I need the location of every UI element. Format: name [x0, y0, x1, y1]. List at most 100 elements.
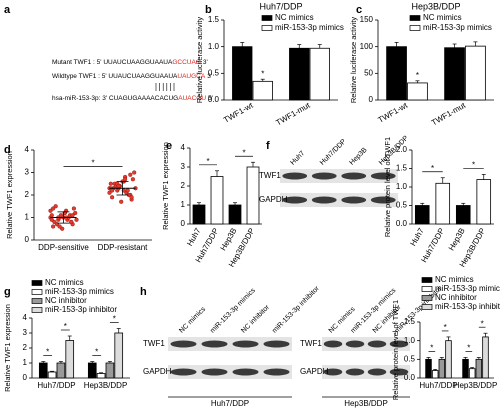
y-tick-label: 3	[181, 162, 186, 171]
blot-strip	[168, 337, 292, 351]
x-tick-label: Huh7/DDP	[37, 381, 75, 390]
lane-label: NC inhibitor	[240, 303, 271, 334]
data-point	[69, 219, 74, 225]
blot-band	[370, 172, 396, 180]
bar	[192, 204, 206, 225]
y-tick-label: 3	[25, 168, 30, 177]
lane-label: miR-153-3p inhibitor	[271, 285, 321, 335]
legend-swatch	[261, 15, 273, 21]
sequence-prefix: Mutant TWF1 : 5' UUAUCUAAGGUAAUA	[52, 59, 173, 66]
data-point	[109, 195, 115, 200]
significance-mark: *	[431, 164, 434, 173]
data-point	[53, 204, 58, 209]
blot-band	[282, 196, 308, 204]
bar	[65, 340, 75, 379]
bar	[210, 176, 224, 225]
data-point	[57, 224, 62, 229]
x-tick-label: DDP-sensitive	[38, 243, 89, 252]
data-point	[125, 188, 130, 193]
blot-band	[323, 368, 343, 376]
row-label: TWF1	[300, 339, 322, 348]
x-tick-label: DDP-resistant	[98, 243, 149, 252]
y-tick-label: 0.5	[404, 354, 416, 363]
panel-label: c	[356, 4, 362, 16]
x-tick-label: TWF1-mut	[274, 100, 312, 127]
data-point	[49, 217, 54, 222]
bar	[289, 47, 310, 101]
bar	[468, 368, 476, 379]
blot-caption: Huh7/DDP	[211, 399, 249, 408]
bar	[476, 179, 492, 225]
row-label: GAPDH	[259, 195, 288, 204]
bar	[462, 358, 469, 379]
bar	[414, 205, 430, 225]
significance-mark: *	[444, 323, 447, 332]
y-axis-label: Relative TWF1 expression	[3, 304, 12, 392]
bar	[96, 373, 106, 379]
legend-swatch	[31, 280, 43, 286]
blot-band	[232, 368, 259, 376]
y-axis-label: Relative TWF1 expression	[5, 151, 14, 239]
blot-band	[345, 368, 365, 376]
x-tick-label: Huh7	[185, 226, 203, 248]
data-point	[129, 195, 134, 200]
legend-label: NC mimics	[423, 13, 462, 22]
blot-band	[367, 368, 387, 376]
significance-mark: *	[481, 319, 484, 328]
sequence-prefix: hsa-miR-153-3p: 3' CUAGUGAAAACACUG	[52, 95, 178, 102]
lane-label: NC mimics	[178, 305, 207, 334]
x-tick-label: Hep3B/DDP	[454, 381, 498, 390]
y-tick-label: 3	[23, 328, 28, 337]
row-label: TWF1	[143, 339, 165, 348]
data-point	[71, 206, 76, 211]
y-tick-label: 0	[25, 235, 30, 244]
y-tick-label: 4	[25, 145, 30, 154]
significance-mark: *	[64, 322, 67, 331]
bar	[435, 182, 451, 225]
bar	[431, 370, 439, 379]
y-tick-label: 0.0	[404, 373, 416, 382]
significance-mark: *	[46, 348, 49, 357]
data-point	[73, 210, 78, 216]
row-label: GAPDH	[300, 367, 329, 376]
legend-swatch	[421, 295, 433, 301]
x-tick-label: TWF1-mut	[430, 100, 468, 127]
blot-band	[389, 368, 409, 376]
bar	[309, 47, 330, 101]
blot-band	[341, 172, 367, 180]
blot-band	[345, 340, 365, 348]
data-point	[130, 177, 135, 182]
data-point	[49, 213, 54, 218]
bar	[114, 332, 124, 379]
y-axis-label: Relative protein level of TWF1	[383, 137, 392, 237]
legend-swatch	[421, 286, 433, 292]
y-axis-label: Relative luciferase activity	[195, 17, 204, 104]
bar	[228, 204, 242, 225]
legend-swatch	[31, 289, 43, 295]
data-point	[50, 206, 56, 211]
significance-mark: *	[467, 344, 470, 353]
y-tick-label: 0.5	[396, 201, 408, 210]
y-tick-label: 1	[25, 213, 30, 222]
chart-title: Hep3B/DDP	[411, 1, 460, 11]
bar	[444, 47, 465, 101]
blot-band	[201, 368, 228, 376]
data-point	[119, 199, 124, 204]
legend-label: NC mimics	[45, 278, 84, 287]
sequence-suffix: 3'	[203, 59, 208, 66]
sequence-row: hsa-miR-153-3p: 3' CUAGUGAAAACACUGAUACGU…	[52, 95, 213, 102]
blot-band	[367, 340, 387, 348]
legend-swatch	[409, 15, 421, 21]
data-point	[122, 177, 128, 182]
sequence-prefix: Wildtype TWF1 : 5' UUAUCUAAGGUAAUA	[52, 73, 178, 80]
y-tick-label: 4	[23, 313, 28, 322]
blot-band	[170, 340, 197, 348]
bar	[386, 46, 407, 101]
legend-label: NC mimics	[275, 13, 314, 22]
legend-label: miR-153-3p mimics	[435, 284, 500, 293]
blot-band	[201, 340, 228, 348]
data-point	[50, 224, 56, 229]
blot-strip	[322, 365, 410, 379]
data-point	[128, 172, 133, 177]
blot-strip	[280, 169, 398, 183]
